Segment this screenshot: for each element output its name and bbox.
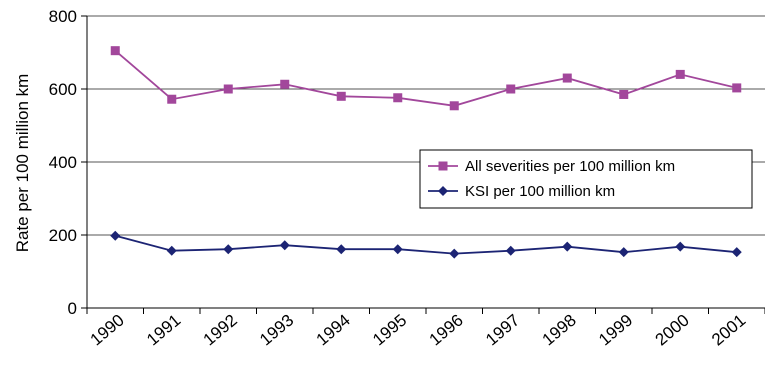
x-tick-label: 1992	[200, 311, 241, 350]
legend: All severities per 100 million km KSI per…	[419, 149, 753, 209]
data-point	[675, 69, 685, 79]
y-axis-title: Rate per 100 million km	[13, 74, 32, 253]
data-point	[223, 84, 233, 94]
data-point	[732, 83, 742, 93]
data-point	[562, 241, 573, 252]
data-point	[449, 248, 460, 259]
x-tick-label: 1991	[143, 311, 184, 350]
x-tick-label: 1993	[256, 311, 297, 350]
series-line	[114, 50, 738, 107]
data-point	[110, 230, 121, 241]
legend-item: All severities per 100 million km	[428, 158, 675, 175]
data-point	[562, 73, 572, 83]
data-point	[619, 89, 629, 99]
data-point	[336, 91, 346, 101]
y-tick-label: 800	[49, 7, 77, 26]
x-tick-label: 1997	[482, 311, 523, 350]
data-point	[167, 94, 177, 104]
data-point	[166, 245, 177, 256]
legend-label: KSI per 100 million km	[465, 183, 615, 200]
legend-box	[419, 149, 753, 209]
data-point	[223, 244, 234, 255]
y-tick-label: 600	[49, 80, 77, 99]
data-point	[731, 247, 742, 258]
y-tick-label: 200	[49, 226, 77, 245]
x-tick-label: 1996	[426, 311, 467, 350]
y-tick-label: 0	[68, 299, 77, 318]
x-tick-labels: 1990 1991 1992 1993 1994 1995 1996 1997 1998 1999…	[87, 311, 750, 350]
data-point	[392, 244, 403, 255]
legend-marker	[438, 161, 448, 171]
data-point	[506, 84, 516, 94]
data-point	[505, 245, 516, 256]
data-point	[618, 247, 629, 258]
data-point	[393, 93, 403, 103]
x-tick-label: 2001	[708, 311, 749, 350]
data-point	[110, 46, 120, 56]
x-tick-label: 1998	[539, 311, 580, 350]
series-2	[110, 230, 742, 259]
data-point	[279, 240, 290, 251]
data-point	[280, 79, 290, 89]
series-line	[115, 234, 737, 255]
x-tick-label: 1999	[595, 311, 636, 350]
legend-marker	[438, 186, 448, 196]
legend-label: All severities per 100 million km	[465, 158, 675, 175]
series-1	[110, 46, 742, 111]
axes	[81, 15, 765, 314]
y-tick-labels: 0 200 400 600 800	[49, 7, 77, 318]
series	[110, 46, 742, 259]
data-point	[449, 101, 459, 111]
data-point	[336, 244, 347, 255]
x-tick-label: 1994	[313, 311, 354, 350]
x-tick-label: 2000	[652, 311, 693, 350]
x-tick-label: 1990	[87, 311, 128, 350]
data-point	[675, 241, 686, 252]
legend-item: KSI per 100 million km	[428, 183, 615, 200]
x-tick-label: 1995	[369, 311, 410, 350]
y-tick-label: 400	[49, 153, 77, 172]
